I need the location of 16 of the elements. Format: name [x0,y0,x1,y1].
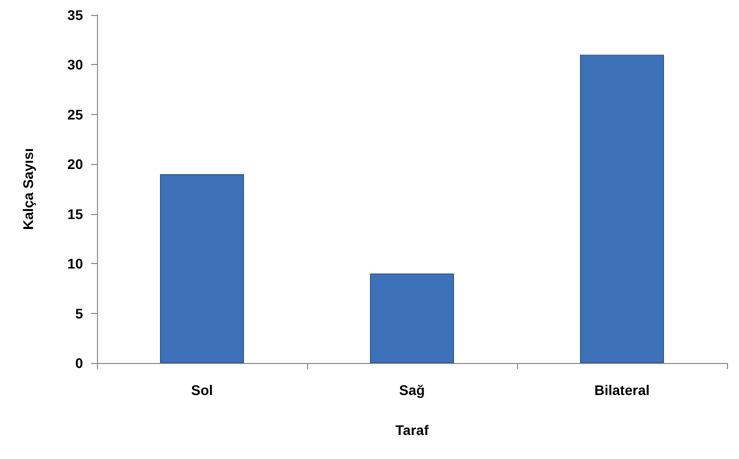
x-tick-label: Sağ [399,382,425,398]
y-tick-label: 5 [75,305,84,322]
y-tick-label: 30 [67,56,84,73]
y-tick-label: 15 [67,206,84,222]
x-tick-label: Bilateral [594,382,650,398]
bar [160,174,244,363]
x-tick-label: Sol [191,382,213,398]
bar [370,274,454,363]
x-axis-title: Taraf [395,422,429,438]
bar [580,54,664,363]
y-tick-label: 35 [67,7,84,23]
y-tick-label: 20 [67,156,84,172]
y-tick-label: 0 [75,355,84,371]
y-axis-title: Kalça Sayısı [20,148,36,230]
y-tick-label: 10 [67,256,84,272]
y-tick-label: 25 [67,106,84,122]
